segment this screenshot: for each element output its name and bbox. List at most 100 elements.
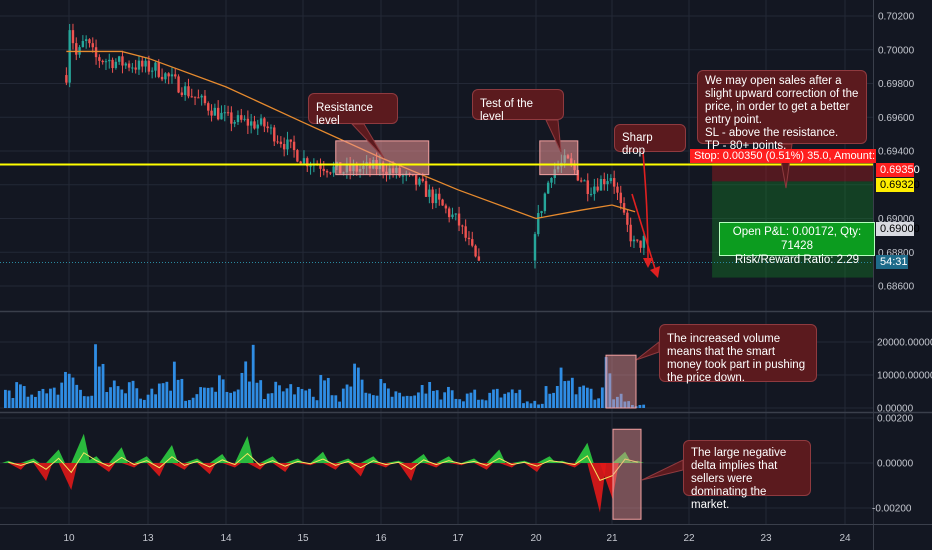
- candle-body: [131, 67, 134, 69]
- volume-bar: [127, 382, 131, 408]
- candle-body: [424, 181, 428, 197]
- volume-bar: [161, 383, 165, 408]
- candle-body: [243, 118, 246, 120]
- delta-spike: [587, 463, 607, 513]
- volume-bar: [259, 380, 263, 408]
- candle-body: [259, 118, 263, 125]
- volume-bar: [424, 393, 428, 408]
- candle-body: [114, 61, 118, 69]
- candle-body: [263, 118, 266, 127]
- position-pnl-box[interactable]: Open P&L: 0.00172, Qty: 71428 Risk/Rewar…: [719, 222, 875, 266]
- delta-spike: [562, 463, 582, 468]
- candle-body: [246, 118, 250, 126]
- volume-bar: [544, 386, 548, 408]
- time-tick-label: 23: [760, 533, 772, 544]
- volume-bar: [229, 392, 233, 408]
- volume-bar: [439, 399, 443, 408]
- candle-body: [579, 180, 583, 182]
- candle-body: [174, 74, 177, 77]
- candle-body: [230, 112, 233, 124]
- candle-body: [197, 97, 200, 99]
- volume-bar: [236, 389, 240, 408]
- candle-body: [322, 168, 325, 172]
- candle-body: [589, 193, 593, 195]
- candle-body: [269, 127, 273, 129]
- volume-note: The increased volume means that the smar…: [659, 324, 817, 384]
- volume-bar: [578, 386, 582, 408]
- volume-bar: [150, 388, 154, 408]
- volume-bar: [184, 400, 188, 408]
- candle-body: [276, 141, 279, 143]
- delta-spike: [574, 442, 594, 463]
- time-tick-label: 10: [63, 533, 75, 544]
- candle-body: [94, 47, 98, 58]
- volume-bar: [4, 389, 7, 408]
- volume-bar: [477, 399, 480, 408]
- delta-note: The large negative delta implies that se…: [683, 440, 811, 511]
- candle-body: [299, 161, 302, 164]
- volume-bar: [507, 392, 510, 408]
- candle-body: [154, 62, 157, 71]
- volume-bar: [319, 374, 323, 408]
- volume-bar: [589, 388, 593, 408]
- volume-bar: [630, 404, 634, 408]
- candle-body: [609, 178, 613, 182]
- volume-bar: [597, 398, 601, 408]
- delta-spike: [599, 463, 619, 499]
- volume-bar: [533, 400, 537, 408]
- volume-bar: [187, 400, 191, 408]
- volume-highlight-zone: [605, 354, 637, 409]
- volume-bar: [22, 386, 26, 408]
- delta-oscillator: [2, 433, 644, 513]
- candle-body: [98, 57, 101, 61]
- volume-bar: [278, 385, 281, 408]
- candle-body: [444, 205, 448, 209]
- volume-bar: [593, 399, 597, 408]
- candle-body: [461, 225, 464, 227]
- volume-bar: [218, 375, 221, 408]
- candle-body: [104, 61, 108, 63]
- candle-body: [599, 178, 603, 191]
- volume-bar: [285, 388, 289, 408]
- volume-bar: [210, 387, 214, 408]
- countdown-label: 54:31: [876, 255, 908, 269]
- volume-bar: [480, 399, 484, 408]
- sharp-drop-note: Sharp drop: [614, 124, 686, 157]
- candle-body: [286, 139, 289, 150]
- candle-body: [576, 170, 580, 181]
- volume-bar: [30, 394, 34, 408]
- volume-bar: [26, 396, 30, 408]
- candle-body: [223, 112, 226, 114]
- volume-bar: [574, 394, 578, 408]
- candle-body: [157, 62, 160, 77]
- candle-body: [438, 193, 441, 200]
- candle-body: [108, 59, 111, 62]
- volume-bar: [638, 404, 642, 408]
- volume-bar: [49, 388, 52, 408]
- volume-bar: [60, 382, 64, 408]
- candle-body: [91, 43, 94, 48]
- position-pnl-text: Open P&L: 0.00172, Qty: 71428: [732, 226, 862, 252]
- candle-body: [636, 239, 639, 241]
- volume-bar: [112, 380, 116, 408]
- candle-body: [249, 121, 253, 126]
- volume-bar: [368, 393, 371, 408]
- volume-bar: [428, 381, 432, 408]
- candle-body: [170, 74, 174, 77]
- volume-bar: [105, 391, 109, 408]
- candle-body: [233, 122, 236, 124]
- volume-bar: [75, 384, 79, 408]
- volume-bar: [169, 390, 173, 408]
- volume-bar: [124, 393, 127, 408]
- price-tick-label: 0.69800: [878, 79, 915, 90]
- candle-body: [464, 226, 467, 238]
- volume-bar: [270, 393, 274, 408]
- volume-bar: [323, 380, 326, 408]
- volume-bar: [473, 389, 477, 408]
- volume-bar: [540, 403, 544, 408]
- candle-body: [639, 240, 642, 248]
- delta-spike: [222, 463, 242, 468]
- delta-tick-label: 0.00200: [877, 414, 914, 425]
- position-stop-label[interactable]: Stop: 0.00350 (0.51%) 35.0, Amount:: [690, 149, 876, 163]
